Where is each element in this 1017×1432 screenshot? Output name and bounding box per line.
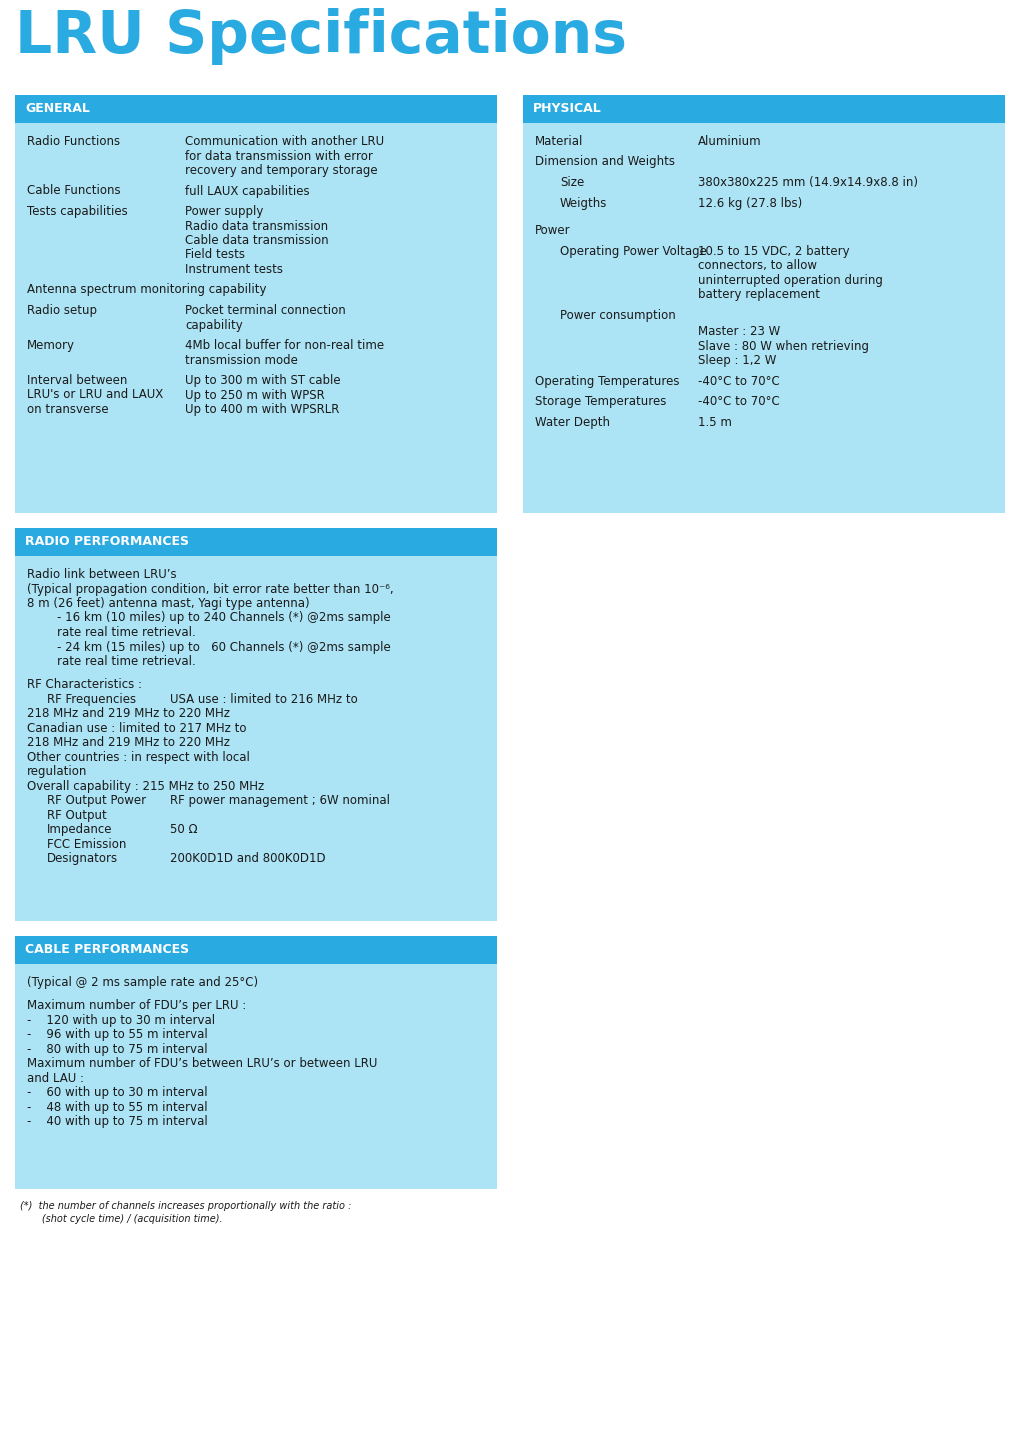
Text: RF Output: RF Output xyxy=(47,809,107,822)
Text: Weigths: Weigths xyxy=(560,196,607,209)
Text: Field tests: Field tests xyxy=(185,249,245,262)
Text: Master : 23 W: Master : 23 W xyxy=(698,325,780,338)
Text: RF Output Power: RF Output Power xyxy=(47,795,146,808)
Text: Communication with another LRU: Communication with another LRU xyxy=(185,135,384,147)
Bar xyxy=(15,937,497,964)
Bar xyxy=(15,123,497,513)
Text: Radio link between LRU’s: Radio link between LRU’s xyxy=(27,569,177,581)
Text: for data transmission with error: for data transmission with error xyxy=(185,149,373,162)
Text: Interval between: Interval between xyxy=(27,374,127,387)
Bar xyxy=(523,95,1005,123)
Text: USA use : limited to 216 MHz to: USA use : limited to 216 MHz to xyxy=(170,693,358,706)
Text: Up to 400 m with WPSRLR: Up to 400 m with WPSRLR xyxy=(185,402,340,417)
Text: recovery and temporary storage: recovery and temporary storage xyxy=(185,165,377,178)
Text: 200K0D1D and 800K0D1D: 200K0D1D and 800K0D1D xyxy=(170,852,325,865)
Text: (shot cycle time) / (acquisition time).: (shot cycle time) / (acquisition time). xyxy=(20,1214,223,1224)
Text: LRU Specifications: LRU Specifications xyxy=(15,9,627,64)
Bar xyxy=(523,123,1005,513)
Text: Power consumption: Power consumption xyxy=(560,309,675,322)
Text: Overall capability : 215 MHz to 250 MHz: Overall capability : 215 MHz to 250 MHz xyxy=(27,779,264,793)
Text: Cable data transmission: Cable data transmission xyxy=(185,233,328,246)
Text: RF Characteristics :: RF Characteristics : xyxy=(27,679,142,692)
Text: RF Frequencies: RF Frequencies xyxy=(47,693,136,706)
Text: Dimension and Weights: Dimension and Weights xyxy=(535,156,675,169)
Text: Sleep : 1,2 W: Sleep : 1,2 W xyxy=(698,354,776,367)
Text: Pocket terminal connection: Pocket terminal connection xyxy=(185,304,346,316)
Text: 218 MHz and 219 MHz to 220 MHz: 218 MHz and 219 MHz to 220 MHz xyxy=(27,736,230,749)
Text: -    48 with up to 55 m interval: - 48 with up to 55 m interval xyxy=(27,1101,207,1114)
Text: -    40 with up to 75 m interval: - 40 with up to 75 m interval xyxy=(27,1116,207,1128)
Text: LRU's or LRU and LAUX: LRU's or LRU and LAUX xyxy=(27,388,164,401)
Text: full LAUX capabilities: full LAUX capabilities xyxy=(185,185,309,198)
Text: battery replacement: battery replacement xyxy=(698,288,820,301)
Text: Storage Temperatures: Storage Temperatures xyxy=(535,395,666,408)
Text: RADIO PERFORMANCES: RADIO PERFORMANCES xyxy=(25,536,189,548)
Text: regulation: regulation xyxy=(27,765,87,778)
Text: Power supply: Power supply xyxy=(185,205,263,218)
Text: - 24 km (15 miles) up to   60 Channels (*) @2ms sample: - 24 km (15 miles) up to 60 Channels (*)… xyxy=(57,640,391,653)
Text: Operating Power Voltage: Operating Power Voltage xyxy=(560,245,707,258)
Text: Power: Power xyxy=(535,225,571,238)
Bar xyxy=(15,964,497,1189)
Text: rate real time retrieval.: rate real time retrieval. xyxy=(57,654,195,667)
Text: Maximum number of FDU’s per LRU :: Maximum number of FDU’s per LRU : xyxy=(27,1000,246,1012)
Text: Water Depth: Water Depth xyxy=(535,415,610,428)
Text: Up to 300 m with ST cable: Up to 300 m with ST cable xyxy=(185,374,341,387)
Text: Canadian use : limited to 217 MHz to: Canadian use : limited to 217 MHz to xyxy=(27,722,246,735)
Bar xyxy=(15,528,497,556)
Text: 8 m (26 feet) antenna mast, Yagi type antenna): 8 m (26 feet) antenna mast, Yagi type an… xyxy=(27,597,309,610)
Text: FCC Emission: FCC Emission xyxy=(47,838,126,851)
Text: Designators: Designators xyxy=(47,852,118,865)
Text: Radio setup: Radio setup xyxy=(27,304,97,316)
Bar xyxy=(15,556,497,921)
Text: 12.6 kg (27.8 lbs): 12.6 kg (27.8 lbs) xyxy=(698,196,802,209)
Text: Tests capabilities: Tests capabilities xyxy=(27,205,128,218)
Text: -    80 with up to 75 m interval: - 80 with up to 75 m interval xyxy=(27,1042,207,1055)
Text: -    96 with up to 55 m interval: - 96 with up to 55 m interval xyxy=(27,1028,207,1041)
Text: Size: Size xyxy=(560,176,584,189)
Text: 10.5 to 15 VDC, 2 battery: 10.5 to 15 VDC, 2 battery xyxy=(698,245,849,258)
Text: Instrument tests: Instrument tests xyxy=(185,263,283,276)
Text: Maximum number of FDU’s between LRU’s or between LRU: Maximum number of FDU’s between LRU’s or… xyxy=(27,1057,377,1070)
Text: (Typical propagation condition, bit error rate better than 10⁻⁶,: (Typical propagation condition, bit erro… xyxy=(27,583,394,596)
Text: (Typical @ 2 ms sample rate and 25°C): (Typical @ 2 ms sample rate and 25°C) xyxy=(27,977,258,990)
Text: -40°C to 70°C: -40°C to 70°C xyxy=(698,395,780,408)
Text: -    60 with up to 30 m interval: - 60 with up to 30 m interval xyxy=(27,1087,207,1100)
Text: capability: capability xyxy=(185,318,243,331)
Text: Radio data transmission: Radio data transmission xyxy=(185,219,328,232)
Text: Impedance: Impedance xyxy=(47,823,113,836)
Text: Slave : 80 W when retrieving: Slave : 80 W when retrieving xyxy=(698,339,869,352)
Text: and LAU :: and LAU : xyxy=(27,1071,84,1084)
Text: Memory: Memory xyxy=(27,339,75,352)
Text: Aluminium: Aluminium xyxy=(698,135,762,147)
Text: -    120 with up to 30 m interval: - 120 with up to 30 m interval xyxy=(27,1014,216,1027)
Text: 380x380x225 mm (14.9x14.9x8.8 in): 380x380x225 mm (14.9x14.9x8.8 in) xyxy=(698,176,918,189)
Text: CABLE PERFORMANCES: CABLE PERFORMANCES xyxy=(25,944,189,957)
Text: GENERAL: GENERAL xyxy=(25,102,89,115)
Text: on transverse: on transverse xyxy=(27,402,109,417)
Text: Cable Functions: Cable Functions xyxy=(27,185,121,198)
Text: 4Mb local buffer for non-real time: 4Mb local buffer for non-real time xyxy=(185,339,384,352)
Text: transmission mode: transmission mode xyxy=(185,354,298,367)
Text: uninterrupted operation during: uninterrupted operation during xyxy=(698,274,883,286)
Text: 1.5 m: 1.5 m xyxy=(698,415,732,428)
Text: Other countries : in respect with local: Other countries : in respect with local xyxy=(27,750,250,763)
Text: 50 Ω: 50 Ω xyxy=(170,823,197,836)
Text: Material: Material xyxy=(535,135,584,147)
Text: RF power management ; 6W nominal: RF power management ; 6W nominal xyxy=(170,795,390,808)
Text: Radio Functions: Radio Functions xyxy=(27,135,120,147)
Text: - 16 km (10 miles) up to 240 Channels (*) @2ms sample: - 16 km (10 miles) up to 240 Channels (*… xyxy=(57,611,391,624)
Text: connectors, to allow: connectors, to allow xyxy=(698,259,817,272)
Text: Up to 250 m with WPSR: Up to 250 m with WPSR xyxy=(185,388,324,401)
Text: Operating Temperatures: Operating Temperatures xyxy=(535,375,679,388)
Text: (*)  the number of channels increases proportionally with the ratio :: (*) the number of channels increases pro… xyxy=(20,1201,352,1211)
Text: PHYSICAL: PHYSICAL xyxy=(533,102,602,115)
Text: rate real time retrieval.: rate real time retrieval. xyxy=(57,626,195,639)
Text: -40°C to 70°C: -40°C to 70°C xyxy=(698,375,780,388)
Text: 218 MHz and 219 MHz to 220 MHz: 218 MHz and 219 MHz to 220 MHz xyxy=(27,707,230,720)
Bar xyxy=(15,95,497,123)
Text: Antenna spectrum monitoring capability: Antenna spectrum monitoring capability xyxy=(27,284,266,296)
